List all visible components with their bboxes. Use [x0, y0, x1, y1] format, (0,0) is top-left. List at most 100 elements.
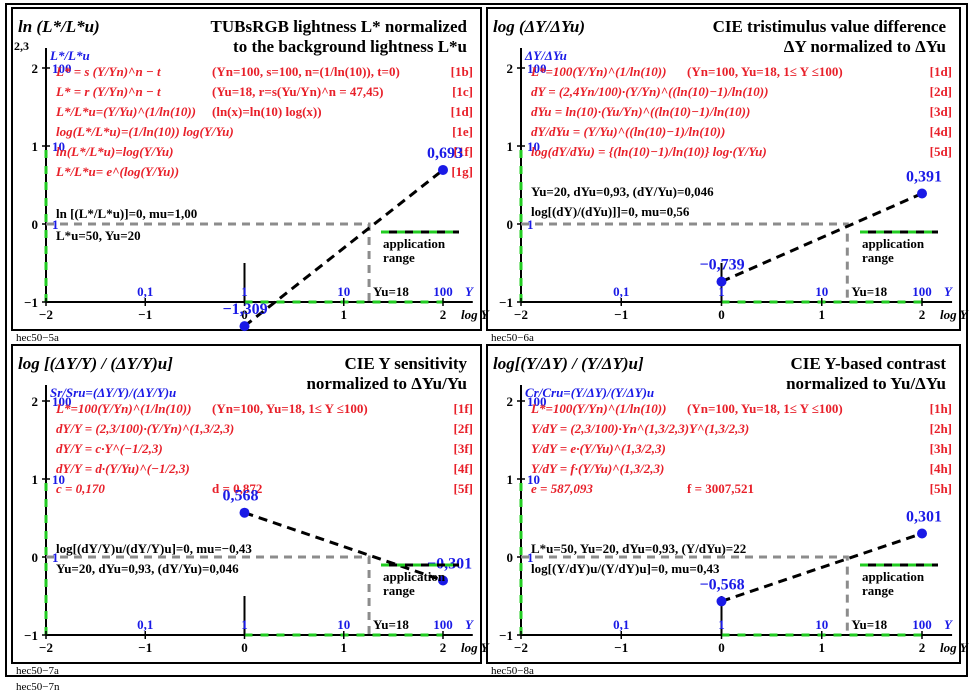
- note-text: log[(dY/Y)u/(dY/Y)u]=0, mu=−0,43: [56, 541, 252, 556]
- y-blue-tick-label: 10: [52, 472, 65, 487]
- data-point-label: 0,391: [906, 169, 942, 186]
- x-tick-label: 0: [241, 307, 248, 322]
- x-top-tick-label: 0,1: [613, 617, 629, 632]
- data-point: [917, 528, 927, 539]
- y-blue-tick-label: 100: [527, 61, 547, 76]
- reference-line: [46, 555, 371, 635]
- panel-border: [11, 344, 482, 664]
- y-blue-tick-label: 1: [527, 550, 534, 565]
- formula-tag: [4d]: [930, 124, 952, 139]
- y-blue-tick-label: 10: [527, 139, 540, 154]
- x-top-unit: Y: [465, 617, 474, 632]
- panel-border: [486, 344, 961, 664]
- note-text: log[(Y/dY)u/(Y/dY)u]=0, mu=0,43: [531, 561, 720, 576]
- formula-text: log(L*/L*u)=(1/ln(10)) log(Y/Yu): [56, 124, 234, 139]
- x-top-tick-label: 100: [433, 284, 453, 299]
- yu-label: Yu=18: [373, 284, 409, 299]
- formula-text: dY/Y = c·Y^(−1/2,3): [56, 441, 163, 456]
- formula-text: L*/L*u=(Y/Yu)^(1/ln(10)): [55, 104, 196, 119]
- x-tick-label: 1: [341, 640, 348, 655]
- formula-text: log(dY/dYu) = {(ln(10)−1)/ln(10)} log·(Y…: [531, 144, 767, 159]
- formula-text: Y/dY = e·(Y/Yu)^(1,3/2,3): [531, 441, 666, 456]
- x-tick-label: 2: [440, 307, 447, 322]
- formula-text: Y/dY = f·(Y/Yu)^(1,3/2,3): [531, 461, 664, 476]
- data-point-label: 0,568: [223, 488, 259, 505]
- formula-text: dY = (2,4Yn/100)·(Y/Yn)^((ln(10)−1)/ln(1…: [531, 84, 768, 99]
- y-blue-tick-label: 100: [52, 394, 72, 409]
- legend-label-1: application: [862, 236, 925, 251]
- y-axis-title: log [(ΔY/Y) / (ΔY/Y)u]: [18, 354, 173, 373]
- x-top-tick-label: 100: [912, 284, 932, 299]
- note-text: L*u=50, Yu=20: [56, 228, 141, 243]
- y-tick-label: 0: [507, 550, 514, 565]
- x-top-tick-label: 10: [815, 284, 828, 299]
- x-tick-label: 1: [819, 307, 826, 322]
- formula-text: dYu = ln(10)·(Yu/Yn)^((ln(10)−1)/ln(10)): [531, 104, 750, 119]
- data-point: [716, 596, 727, 607]
- x-axis-label: log Y: [940, 640, 969, 655]
- formula-param: (Yu=18, r=s(Yu/Yn)^n = 47,45): [212, 84, 383, 99]
- x-top-tick-label: 1: [241, 284, 248, 299]
- x-top-tick-label: 10: [815, 617, 828, 632]
- formula-param: (ln(x)=ln(10) log(x)): [212, 104, 322, 119]
- x-top-unit: Y: [944, 617, 953, 632]
- y-tick-label: −1: [24, 628, 38, 643]
- formula-text: Y/dY = (2,3/100)·Yn^(1,3/2,3)Y^(1,3/2,3): [531, 421, 749, 436]
- y-blue-tick-label: 100: [527, 394, 547, 409]
- legend-label-1: application: [383, 236, 446, 251]
- x-tick-label: −2: [514, 307, 528, 322]
- panel-title-line1: CIE tristimulus value difference: [713, 17, 947, 36]
- x-top-tick-label: 10: [337, 617, 350, 632]
- data-line: [243, 168, 444, 328]
- legend-label-2: range: [383, 250, 415, 265]
- yu-label: Yu=18: [851, 617, 887, 632]
- x-top-unit: Y: [465, 284, 474, 299]
- y-axis-title: log[(Y/ΔY) / (Y/ΔY)u]: [493, 354, 644, 373]
- x-top-unit: Y: [944, 284, 953, 299]
- data-point: [438, 164, 448, 175]
- x-top-tick-label: 0,1: [613, 284, 629, 299]
- y-tick-label: 2: [32, 394, 39, 409]
- y-tick-label: 2: [507, 61, 514, 76]
- formula-tag: [2f]: [454, 421, 474, 436]
- formula-tag: [3d]: [930, 104, 952, 119]
- x-axis-label: log Y: [461, 640, 490, 655]
- formula-text: dY/Y = (2,3/100)·(Y/Yn)^(1,3/2,3): [56, 421, 234, 436]
- formula-tag: [1h]: [930, 401, 952, 416]
- formula-text: ln(L*/L*u)=log(Y/Yu): [56, 144, 173, 159]
- formula-tag: [1f]: [454, 401, 474, 416]
- note-text: Yu=20, dYu=0,93, (dY/Yu)=0,046: [531, 184, 714, 199]
- series-label: L*/L*u: [49, 48, 90, 63]
- x-top-tick-label: 1: [718, 284, 725, 299]
- y-tick-label: 2: [32, 61, 39, 76]
- data-point: [239, 321, 250, 332]
- formula-tag: [1d]: [451, 104, 473, 119]
- note-text: Yu=20, dYu=0,93, (dY/Yu)=0,046: [56, 561, 239, 576]
- y-axis-title: log (ΔY/ΔYu): [493, 17, 585, 36]
- panel-code: hec50−8a: [491, 665, 534, 677]
- x-top-tick-label: 10: [337, 284, 350, 299]
- formula-tag: [1f]: [454, 144, 474, 159]
- panel-title-line2: normalized to Yu/ΔYu: [786, 374, 946, 393]
- y-tick-label: 1: [32, 472, 39, 487]
- x-tick-label: −2: [39, 640, 53, 655]
- data-point: [438, 575, 448, 586]
- x-axis-label: log Y: [940, 307, 969, 322]
- formula-tag: [1c]: [452, 84, 473, 99]
- y-tick-label: −1: [24, 295, 38, 310]
- data-point-label: 0,693: [427, 145, 463, 162]
- y-tick-label: 1: [507, 472, 514, 487]
- legend-label-2: range: [862, 583, 894, 598]
- data-point-label: 0,301: [906, 509, 942, 526]
- x-tick-label: 2: [919, 307, 926, 322]
- extra-y-tick: 2,3: [14, 39, 29, 53]
- legend-label-2: range: [862, 250, 894, 265]
- data-point: [917, 188, 927, 199]
- reference-line: [46, 222, 371, 302]
- y-tick-label: 2: [507, 394, 514, 409]
- x-top-tick-label: 1: [718, 617, 725, 632]
- legend-label-1: application: [862, 569, 925, 584]
